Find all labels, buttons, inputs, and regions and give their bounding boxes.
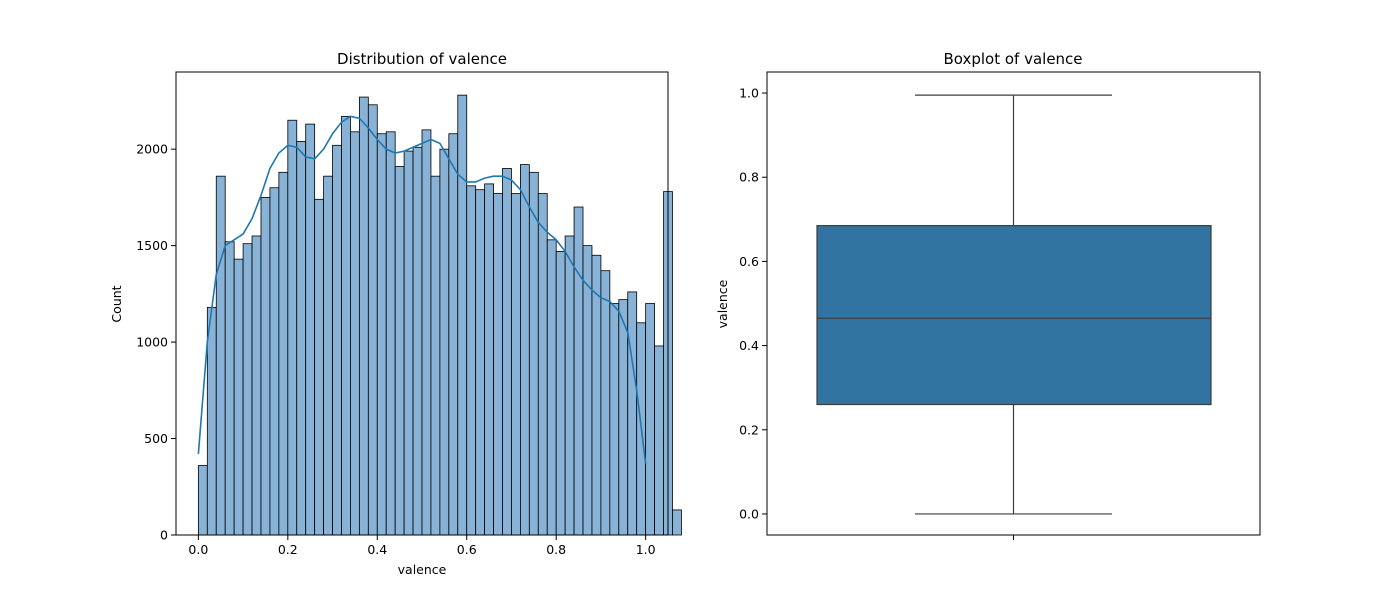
histogram-bar (323, 175, 333, 536)
histogram-x-tick-label: 0.6 (457, 542, 477, 557)
histogram-x-ticks: 0.0 0.2 0.4 0.6 0.8 1.0 (188, 535, 656, 557)
histogram-bar (627, 291, 638, 536)
histogram-bar (242, 243, 253, 536)
histogram-bars (197, 94, 682, 536)
histogram-bar (403, 150, 414, 536)
boxplot-y-tick-label: 0.0 (739, 506, 759, 521)
boxplot-y-tick-label: 0.4 (739, 338, 759, 353)
boxplot-y-tick-label: 1.0 (739, 86, 759, 101)
histogram-bar (421, 129, 432, 536)
histogram-bar (528, 171, 539, 536)
histogram-bar (546, 239, 557, 536)
histogram-bar (269, 187, 280, 536)
iqr-box (816, 225, 1212, 406)
boxplot-y-axis-label: valence (715, 279, 730, 328)
histogram-bar (296, 141, 307, 536)
histogram-bar (502, 168, 512, 536)
boxplot-panel: Boxplot of valence 0.0 0.2 0.4 0.6 0.8 1.0 va… (715, 50, 1261, 540)
histogram-x-tick-label: 1.0 (636, 542, 656, 557)
histogram-bar (493, 193, 503, 536)
histogram-bar (484, 183, 494, 536)
histogram-bar (609, 303, 620, 536)
histogram-bar (645, 303, 655, 536)
kde-line (197, 115, 647, 464)
histogram-x-tick-label: 0.4 (367, 542, 387, 557)
histogram-bar (332, 144, 342, 536)
histogram-y-axis-label: Count (109, 285, 124, 322)
histogram-y-tick-label: 500 (144, 431, 168, 446)
histogram-bar (520, 164, 530, 536)
histogram-y-tick-label: 2000 (136, 142, 168, 157)
histogram-bar (278, 171, 289, 536)
boxplot-y-ticks: 0.0 0.2 0.4 0.6 0.8 1.0 (739, 86, 767, 521)
histogram-title: Distribution of valence (337, 50, 507, 68)
histogram-bar (215, 175, 226, 536)
histogram-bar (537, 193, 548, 536)
histogram-x-tick-label: 0.0 (188, 542, 208, 557)
histogram-bar (385, 131, 396, 536)
histogram-bar (412, 146, 423, 536)
boxplot-elements (816, 94, 1212, 515)
histogram-bar (672, 509, 682, 536)
histogram-bar (448, 133, 459, 536)
histogram-bar (376, 133, 387, 536)
histogram-y-tick-label: 1000 (136, 335, 168, 350)
histogram-bar (618, 299, 629, 536)
histogram-bar (260, 196, 271, 536)
histogram-plot-frame (175, 71, 669, 536)
histogram-bar (197, 465, 208, 536)
histogram-bar (654, 345, 664, 536)
histogram-y-tick-label: 0 (160, 528, 168, 543)
histogram-bar (573, 206, 584, 536)
boxplot-title: Boxplot of valence (943, 50, 1082, 68)
histogram-bar (206, 306, 217, 536)
histogram-x-tick-label: 0.8 (546, 542, 566, 557)
histogram-bar (564, 235, 575, 536)
histogram-bar (600, 270, 611, 536)
histogram-panel: Distribution of valence 0 500 1000 1500 2000… (109, 50, 682, 577)
histogram-x-tick-label: 0.2 (278, 542, 298, 557)
histogram-bar (341, 115, 351, 536)
histogram-bar (358, 96, 369, 536)
histogram-bar (305, 123, 316, 536)
histogram-bar (457, 94, 468, 536)
histogram-bar (466, 185, 477, 536)
histogram-bar (439, 148, 450, 536)
boxplot-y-tick-label: 0.8 (739, 170, 759, 185)
histogram-bar (367, 104, 378, 536)
histogram-y-ticks: 0 500 1000 1500 2000 (136, 142, 176, 543)
histogram-bar (430, 175, 441, 536)
histogram-bar (511, 193, 521, 536)
histogram-x-axis-label: valence (398, 562, 447, 577)
histogram-bar (475, 189, 486, 536)
histogram-bar (287, 119, 298, 536)
histogram-bar (394, 166, 405, 536)
histogram-bar (314, 198, 324, 536)
histogram-bar (251, 235, 262, 536)
histogram-y-tick-label: 1500 (136, 238, 168, 253)
boxplot-y-tick-label: 0.6 (739, 254, 759, 269)
histogram-bar (224, 241, 235, 536)
histogram-bar (555, 251, 566, 536)
boxplot-y-tick-label: 0.2 (739, 422, 759, 437)
histogram-bar (350, 131, 360, 536)
histogram-bar (233, 258, 244, 536)
